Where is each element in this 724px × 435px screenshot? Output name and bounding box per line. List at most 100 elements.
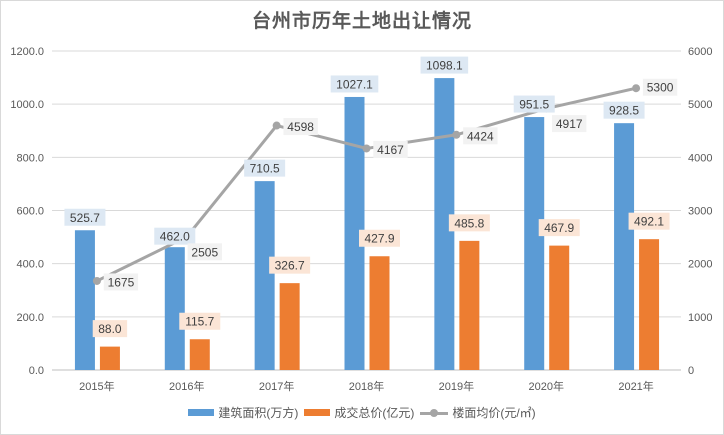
bar-total-price: [459, 240, 480, 370]
legend-label-total-price: 成交总价(亿元): [334, 406, 415, 420]
line-point-avg-price: [272, 121, 281, 130]
right-axis-ticks: 0 1000 2000 3000 4000 5000 6000: [688, 46, 712, 377]
data-label-avg-price: 5300: [647, 81, 674, 95]
data-label-total-price-bg: [538, 219, 580, 237]
left-axis-ticks: 0.0 200.0 400.0 600.0 800.0 1000.0 1200.0: [10, 46, 44, 377]
data-label-total-price: 115.7: [185, 315, 214, 329]
data-label-total-price: 492.1: [634, 215, 664, 229]
data-label-avg-price: 2505: [191, 245, 218, 259]
left-axis-tick-label: 400.0: [16, 259, 44, 271]
data-label-area: 710.5: [250, 162, 280, 176]
data-label-area: 951.5: [519, 98, 549, 112]
data-label-area-bg: [603, 101, 645, 119]
bar-total-price: [639, 239, 660, 370]
legend-item-avg-price[interactable]: 楼面均价(元/㎡): [420, 404, 536, 421]
data-label-total-price-bg: [359, 229, 400, 247]
legend-swatch-area: [188, 409, 215, 416]
chart-title: 台州市历年土地出让情况: [251, 10, 472, 32]
data-label-total-price: 467.9: [544, 221, 574, 235]
gridlines: [52, 50, 681, 371]
bar-area: [344, 96, 365, 370]
data-label-total-price: 326.7: [275, 259, 305, 273]
line-point-avg-price: [632, 84, 641, 93]
data-labels: 525.7 462.0 710.5 1027.1 1098.1 951.5 928.5 88.…: [64, 56, 678, 338]
data-label-avg-price: 4598: [287, 120, 314, 134]
data-label-avg-price-bg: [463, 127, 498, 145]
line-point-avg-price: [362, 144, 371, 153]
left-axis-tick-label: 0.0: [29, 365, 44, 377]
legend-swatch-total-price: [304, 409, 331, 416]
data-label-avg-price-bg: [283, 118, 318, 136]
data-label-avg-price: 4424: [467, 129, 494, 143]
data-label-avg-price-bg: [187, 243, 222, 261]
x-axis-tick-label: 2020年: [528, 379, 563, 393]
data-label-avg-price: 4167: [377, 143, 404, 157]
data-label-area-bg: [513, 95, 555, 113]
data-label-avg-price: 4917: [556, 117, 583, 131]
data-label-avg-price-bg: [373, 140, 408, 158]
legend-item-total-price[interactable]: 成交总价(亿元): [304, 404, 414, 421]
right-axis-tick-label: 6000: [688, 46, 712, 58]
right-axis-tick-label: 2000: [688, 259, 712, 271]
bar-area: [254, 181, 275, 370]
data-label-area: 1027.1: [336, 77, 373, 91]
data-label-area: 462.0: [160, 230, 190, 244]
left-axis-tick-label: 200.0: [16, 312, 44, 324]
x-axis-tick-label: 2018年: [349, 379, 384, 393]
legend-label-avg-price: 楼面均价(元/㎡): [452, 406, 536, 420]
data-label-total-price-bg: [448, 214, 490, 232]
bar-total-price: [549, 245, 570, 370]
right-axis-tick-label: 5000: [688, 99, 712, 111]
legend-swatch-avg-price: [420, 408, 449, 417]
data-label-area: 525.7: [70, 211, 100, 225]
data-label-avg-price: 1675: [108, 275, 135, 289]
bar-total-price: [189, 339, 210, 370]
data-label-total-price-bg: [628, 212, 670, 230]
data-label-avg-price-bg: [552, 115, 587, 133]
data-label-area-bg: [420, 56, 469, 74]
x-axis-tick-label: 2019年: [439, 379, 474, 393]
data-label-area-bg: [330, 75, 379, 93]
bar-area: [434, 78, 455, 371]
bar-total-price: [369, 256, 390, 370]
bar-total-price: [279, 283, 300, 370]
data-label-area-bg: [64, 208, 106, 226]
data-label-total-price-bg: [269, 256, 311, 274]
data-label-avg-price-bg: [103, 273, 139, 291]
x-axis-ticks: 2015年 2016年 2017年 2018年 2019年 2020年 2021年: [79, 379, 654, 393]
right-axis-tick-label: 0: [688, 365, 694, 377]
bars: [74, 78, 660, 371]
data-label-area-bg: [154, 227, 196, 245]
right-axis-tick-label: 4000: [688, 152, 712, 164]
bar-area: [74, 230, 95, 370]
legend-item-area[interactable]: 建筑面积(万方): [188, 404, 298, 421]
data-label-total-price: 88.0: [98, 322, 122, 336]
data-label-avg-price-bg: [642, 78, 678, 96]
legend-label-area: 建筑面积(万方): [218, 406, 299, 420]
data-label-total-price-bg: [179, 312, 221, 330]
bar-total-price: [99, 346, 120, 370]
bar-area: [164, 247, 185, 370]
data-label-area: 1098.1: [426, 59, 463, 73]
left-axis-tick-label: 1000.0: [10, 99, 44, 111]
x-axis-tick-label: 2021年: [618, 379, 653, 393]
right-axis-tick-label: 3000: [688, 206, 712, 218]
bar-area: [524, 117, 545, 370]
data-label-total-price-bg: [92, 320, 128, 338]
x-axis-tick-label: 2015年: [79, 379, 114, 393]
data-label-area-bg: [244, 159, 286, 177]
bar-area: [614, 123, 635, 370]
data-label-total-price: 485.8: [454, 216, 484, 230]
left-axis-tick-label: 1200.0: [10, 46, 44, 58]
right-axis-tick-label: 1000: [688, 312, 712, 324]
data-label-area: 928.5: [609, 104, 639, 118]
x-axis-tick-label: 2017年: [259, 379, 294, 393]
left-axis-tick-label: 600.0: [16, 206, 44, 218]
x-axis-tick-label: 2016年: [169, 379, 204, 393]
legend: 建筑面积(万方) 成交总价(亿元) 楼面均价(元/㎡): [0, 404, 724, 421]
data-label-total-price: 427.9: [364, 232, 394, 246]
line-point-avg-price: [452, 130, 461, 139]
line-point-avg-price: [92, 276, 101, 285]
left-axis-tick-label: 800.0: [16, 152, 44, 164]
